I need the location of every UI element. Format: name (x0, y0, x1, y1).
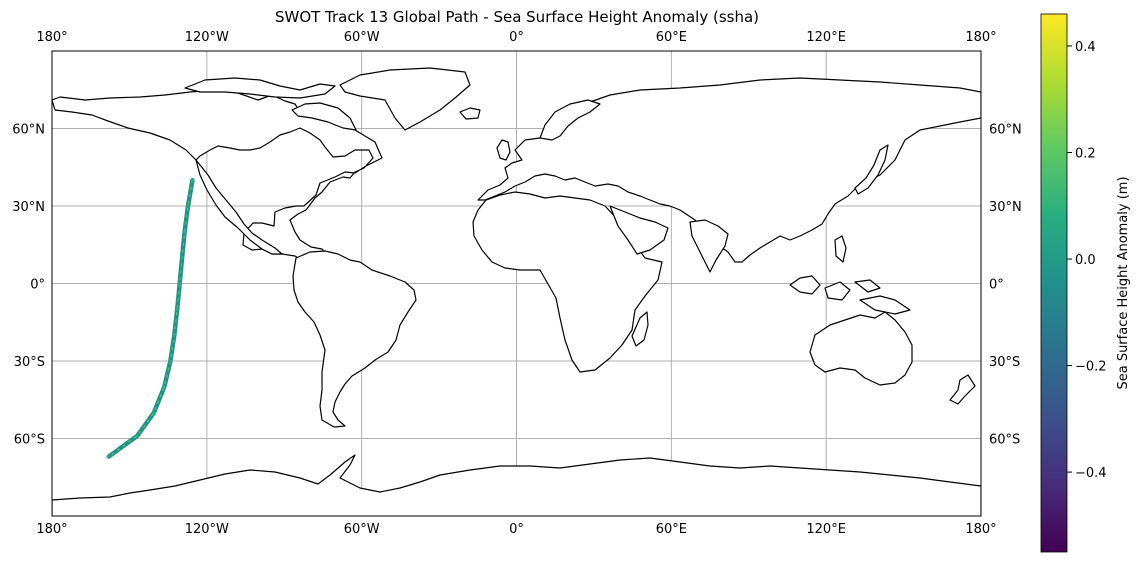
track-point (176, 308, 179, 311)
lon-tick-label-bottom: 60°E (656, 522, 687, 537)
track-point (169, 359, 172, 362)
lon-tick-label-top: 60°E (656, 30, 687, 45)
lon-tick-label-bottom: 180° (965, 522, 996, 537)
lon-tick-label-top: 120°W (185, 30, 229, 45)
lon-tick-label-top: 180° (36, 30, 67, 45)
track-point (183, 230, 186, 233)
colorbar-tick-label: 0.2 (1075, 146, 1096, 161)
lat-tick-label-right: 0° (989, 278, 1004, 293)
track-point (173, 334, 176, 337)
lat-tick-label-right: 30°S (989, 355, 1020, 370)
new-zealand-coast (950, 375, 975, 404)
track-point (163, 385, 166, 388)
satellite-track (107, 179, 194, 459)
lon-tick-label-bottom: 180° (36, 522, 67, 537)
colorbar-tick-label: −0.2 (1075, 360, 1107, 375)
track-point (152, 411, 155, 414)
indonesia-coast (790, 276, 910, 314)
greenland-coast (340, 68, 470, 130)
lat-tick-label-left: 30°S (14, 355, 45, 370)
south-america-coast (293, 251, 416, 427)
lat-tick-label-left: 60°S (14, 433, 45, 448)
lon-tick-label-bottom: 0° (509, 522, 524, 537)
track-point (136, 434, 139, 437)
lon-tick-label-bottom: 120°W (185, 522, 229, 537)
track-point (186, 204, 189, 207)
iceland-coast (460, 108, 480, 119)
map-title: SWOT Track 13 Global Path - Sea Surface … (275, 8, 759, 26)
lon-tick-label-top: 60°W (344, 30, 380, 45)
colorbar-ticks: 0.4 0.2 0.0 −0.2 −0.4 (1067, 40, 1107, 481)
track-point (180, 256, 183, 259)
lon-tick-label-bottom: 120°E (806, 522, 846, 537)
lat-tick-label-right: 60°N (989, 123, 1022, 138)
track-point (191, 179, 194, 182)
philippines-coast (835, 236, 846, 262)
lat-tick-label-left: 30°N (12, 200, 45, 215)
lat-tick-label-left: 60°N (12, 123, 45, 138)
lon-tick-label-top: 120°E (806, 30, 846, 45)
colorbar-label: Sea Surface Height Anomaly (m) (1116, 176, 1131, 389)
track-point (178, 282, 181, 285)
lon-tick-label-bottom: 60°W (344, 522, 380, 537)
colorbar-tick-label: 0.4 (1075, 40, 1096, 55)
colorbar-tick-label: 0.0 (1075, 253, 1096, 268)
track-swath (109, 180, 193, 456)
lat-tick-label-left: 0° (30, 278, 45, 293)
australia-coast (810, 312, 912, 385)
lat-tick-label-right: 30°N (989, 200, 1022, 215)
track-point (107, 455, 110, 458)
lon-tick-label-top: 0° (509, 30, 524, 45)
lon-tick-label-top: 180° (965, 30, 996, 45)
colorbar-gradient (1041, 14, 1067, 552)
colorbar-tick-label: −0.4 (1075, 466, 1107, 481)
lat-tick-label-right: 60°S (989, 433, 1020, 448)
british-isles-coast (497, 140, 510, 160)
